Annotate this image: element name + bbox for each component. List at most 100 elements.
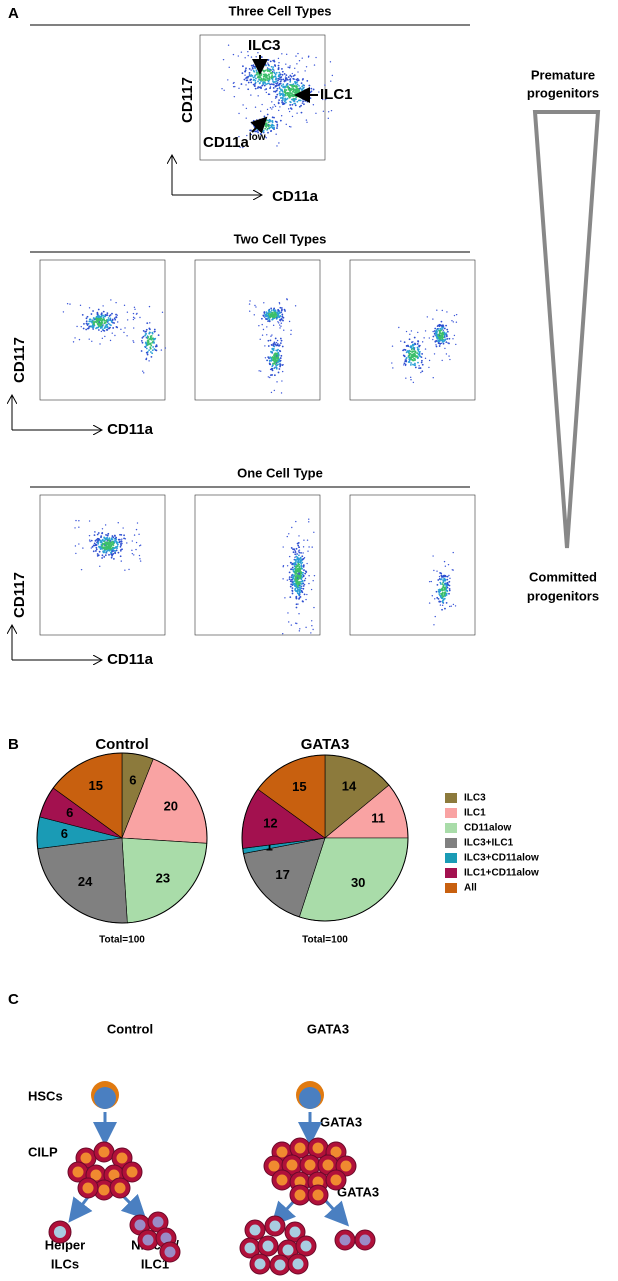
event-dot bbox=[299, 99, 302, 102]
event-dot bbox=[309, 91, 312, 94]
event-dot bbox=[274, 73, 277, 76]
event-dot bbox=[88, 534, 91, 537]
event-dot bbox=[271, 74, 274, 77]
event-dot bbox=[114, 546, 117, 549]
event-dot bbox=[409, 350, 412, 353]
event-dot bbox=[149, 351, 152, 353]
event-dot bbox=[268, 93, 271, 96]
event-dot bbox=[114, 334, 116, 337]
event-dot bbox=[297, 564, 300, 566]
cell-nucleus bbox=[134, 1219, 146, 1231]
event-dot bbox=[292, 75, 295, 77]
event-dot bbox=[276, 381, 278, 383]
event-dot bbox=[277, 322, 280, 324]
event-dot bbox=[292, 570, 295, 573]
cell-nucleus bbox=[289, 1226, 301, 1238]
event-dot bbox=[147, 336, 150, 338]
event-dot bbox=[297, 562, 300, 565]
event-dot bbox=[441, 339, 444, 342]
event-dot bbox=[428, 580, 431, 583]
event-dot bbox=[300, 92, 303, 95]
event-dot bbox=[440, 342, 443, 345]
event-dot bbox=[257, 80, 259, 83]
event-dot bbox=[115, 325, 118, 328]
event-dot bbox=[112, 542, 115, 545]
event-dot bbox=[102, 550, 104, 553]
event-dot bbox=[265, 119, 268, 122]
event-dot bbox=[279, 88, 282, 91]
event-dot bbox=[291, 574, 293, 577]
event-dot bbox=[436, 309, 438, 311]
event-dot bbox=[306, 100, 309, 103]
event-dot bbox=[288, 110, 291, 113]
event-dot bbox=[441, 332, 444, 335]
event-dot bbox=[90, 539, 93, 542]
gradient-label: Committed bbox=[529, 569, 597, 584]
event-dot bbox=[148, 349, 151, 352]
event-dot bbox=[100, 543, 103, 546]
event-dot bbox=[331, 74, 334, 77]
event-dot bbox=[265, 91, 268, 94]
cell-nucleus bbox=[276, 1146, 288, 1158]
event-dot bbox=[299, 568, 302, 570]
event-dot bbox=[303, 583, 306, 586]
event-dot bbox=[255, 69, 258, 72]
event-dot bbox=[442, 595, 445, 598]
event-dot bbox=[101, 538, 104, 541]
event-dot bbox=[262, 328, 265, 331]
event-dot bbox=[271, 47, 274, 49]
event-dot bbox=[274, 337, 277, 340]
event-dot bbox=[269, 376, 271, 379]
cell-nucleus bbox=[304, 1159, 316, 1171]
event-dot bbox=[258, 370, 260, 372]
event-dot bbox=[437, 335, 440, 337]
event-dot bbox=[405, 345, 408, 347]
event-dot bbox=[421, 370, 424, 373]
event-dot bbox=[78, 520, 80, 522]
cell-cloud bbox=[258, 325, 292, 394]
event-dot bbox=[446, 330, 449, 333]
event-dot bbox=[128, 568, 130, 571]
event-dot bbox=[279, 90, 281, 93]
y-axis-label: CD117 bbox=[179, 77, 196, 123]
legend-label: ILC1 bbox=[464, 808, 486, 819]
event-dot bbox=[145, 357, 148, 359]
event-dot bbox=[145, 328, 148, 331]
cell-nucleus bbox=[53, 1225, 67, 1239]
event-dot bbox=[135, 548, 137, 551]
event-dot bbox=[250, 133, 253, 136]
event-dot bbox=[275, 89, 278, 92]
event-dot bbox=[109, 540, 112, 542]
cell-nucleus bbox=[114, 1182, 126, 1194]
event-dot bbox=[290, 87, 292, 90]
event-dot bbox=[294, 85, 297, 88]
event-dot bbox=[264, 314, 267, 317]
event-dot bbox=[132, 312, 135, 315]
gradient-triangle bbox=[532, 110, 601, 549]
event-dot bbox=[115, 313, 117, 316]
event-dot bbox=[278, 109, 280, 112]
event-dot bbox=[119, 533, 121, 536]
event-dot bbox=[438, 340, 441, 343]
event-dot bbox=[413, 353, 416, 356]
event-dot bbox=[263, 75, 266, 78]
factor-label: GATA3 bbox=[320, 1114, 362, 1129]
event-dot bbox=[292, 568, 294, 571]
event-dot bbox=[276, 339, 279, 342]
event-dot bbox=[254, 67, 257, 70]
event-dot bbox=[300, 580, 303, 583]
cell-cloud bbox=[428, 551, 457, 626]
event-dot bbox=[110, 553, 113, 556]
event-dot bbox=[432, 377, 434, 379]
x-axis-label: CD11a bbox=[272, 188, 319, 205]
event-dot bbox=[446, 586, 449, 589]
event-dot bbox=[80, 568, 83, 571]
event-dot bbox=[261, 334, 264, 336]
event-dot bbox=[285, 74, 288, 77]
event-dot bbox=[135, 313, 138, 315]
event-dot bbox=[92, 310, 94, 312]
event-dot bbox=[287, 612, 289, 614]
event-dot bbox=[291, 94, 294, 96]
event-dot bbox=[442, 342, 445, 345]
cell-nucleus bbox=[126, 1166, 138, 1178]
